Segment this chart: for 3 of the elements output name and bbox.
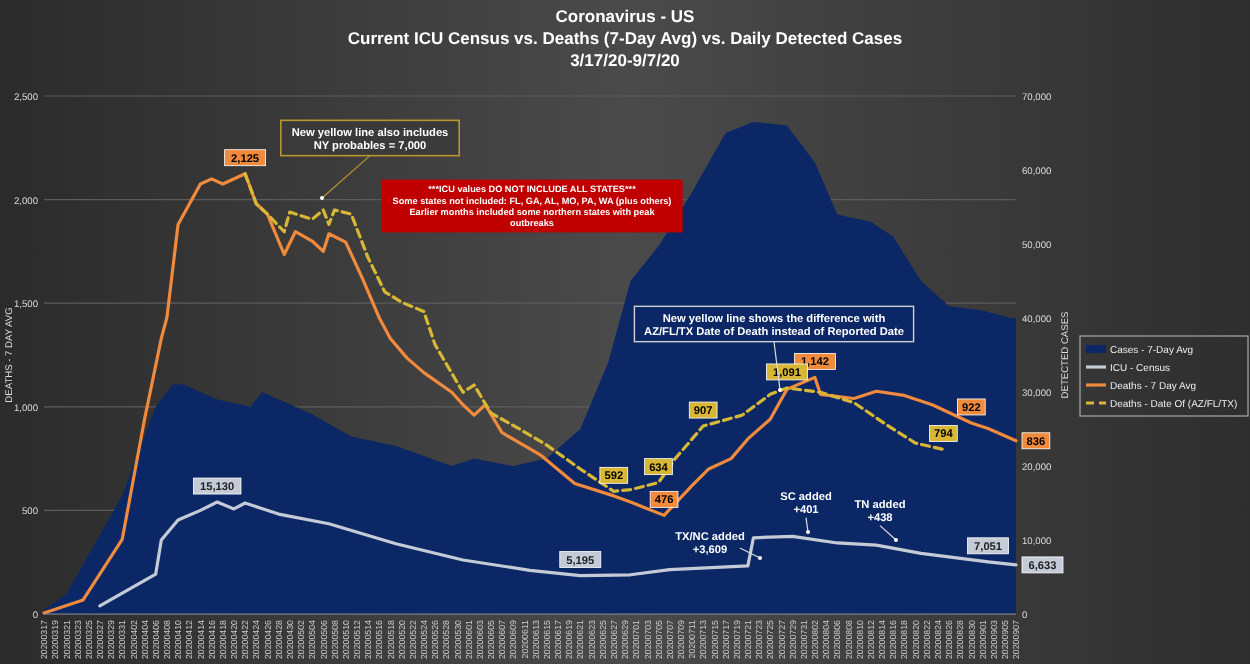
chart-subtitle: Current ICU Census vs. Deaths (7-Day Avg) vs. Daily Detected Cases 3/17/20-9/7/20 bbox=[347, 28, 903, 70]
line-series bbox=[98, 500, 1018, 608]
chart-title: Coronavirus - US bbox=[555, 6, 696, 26]
